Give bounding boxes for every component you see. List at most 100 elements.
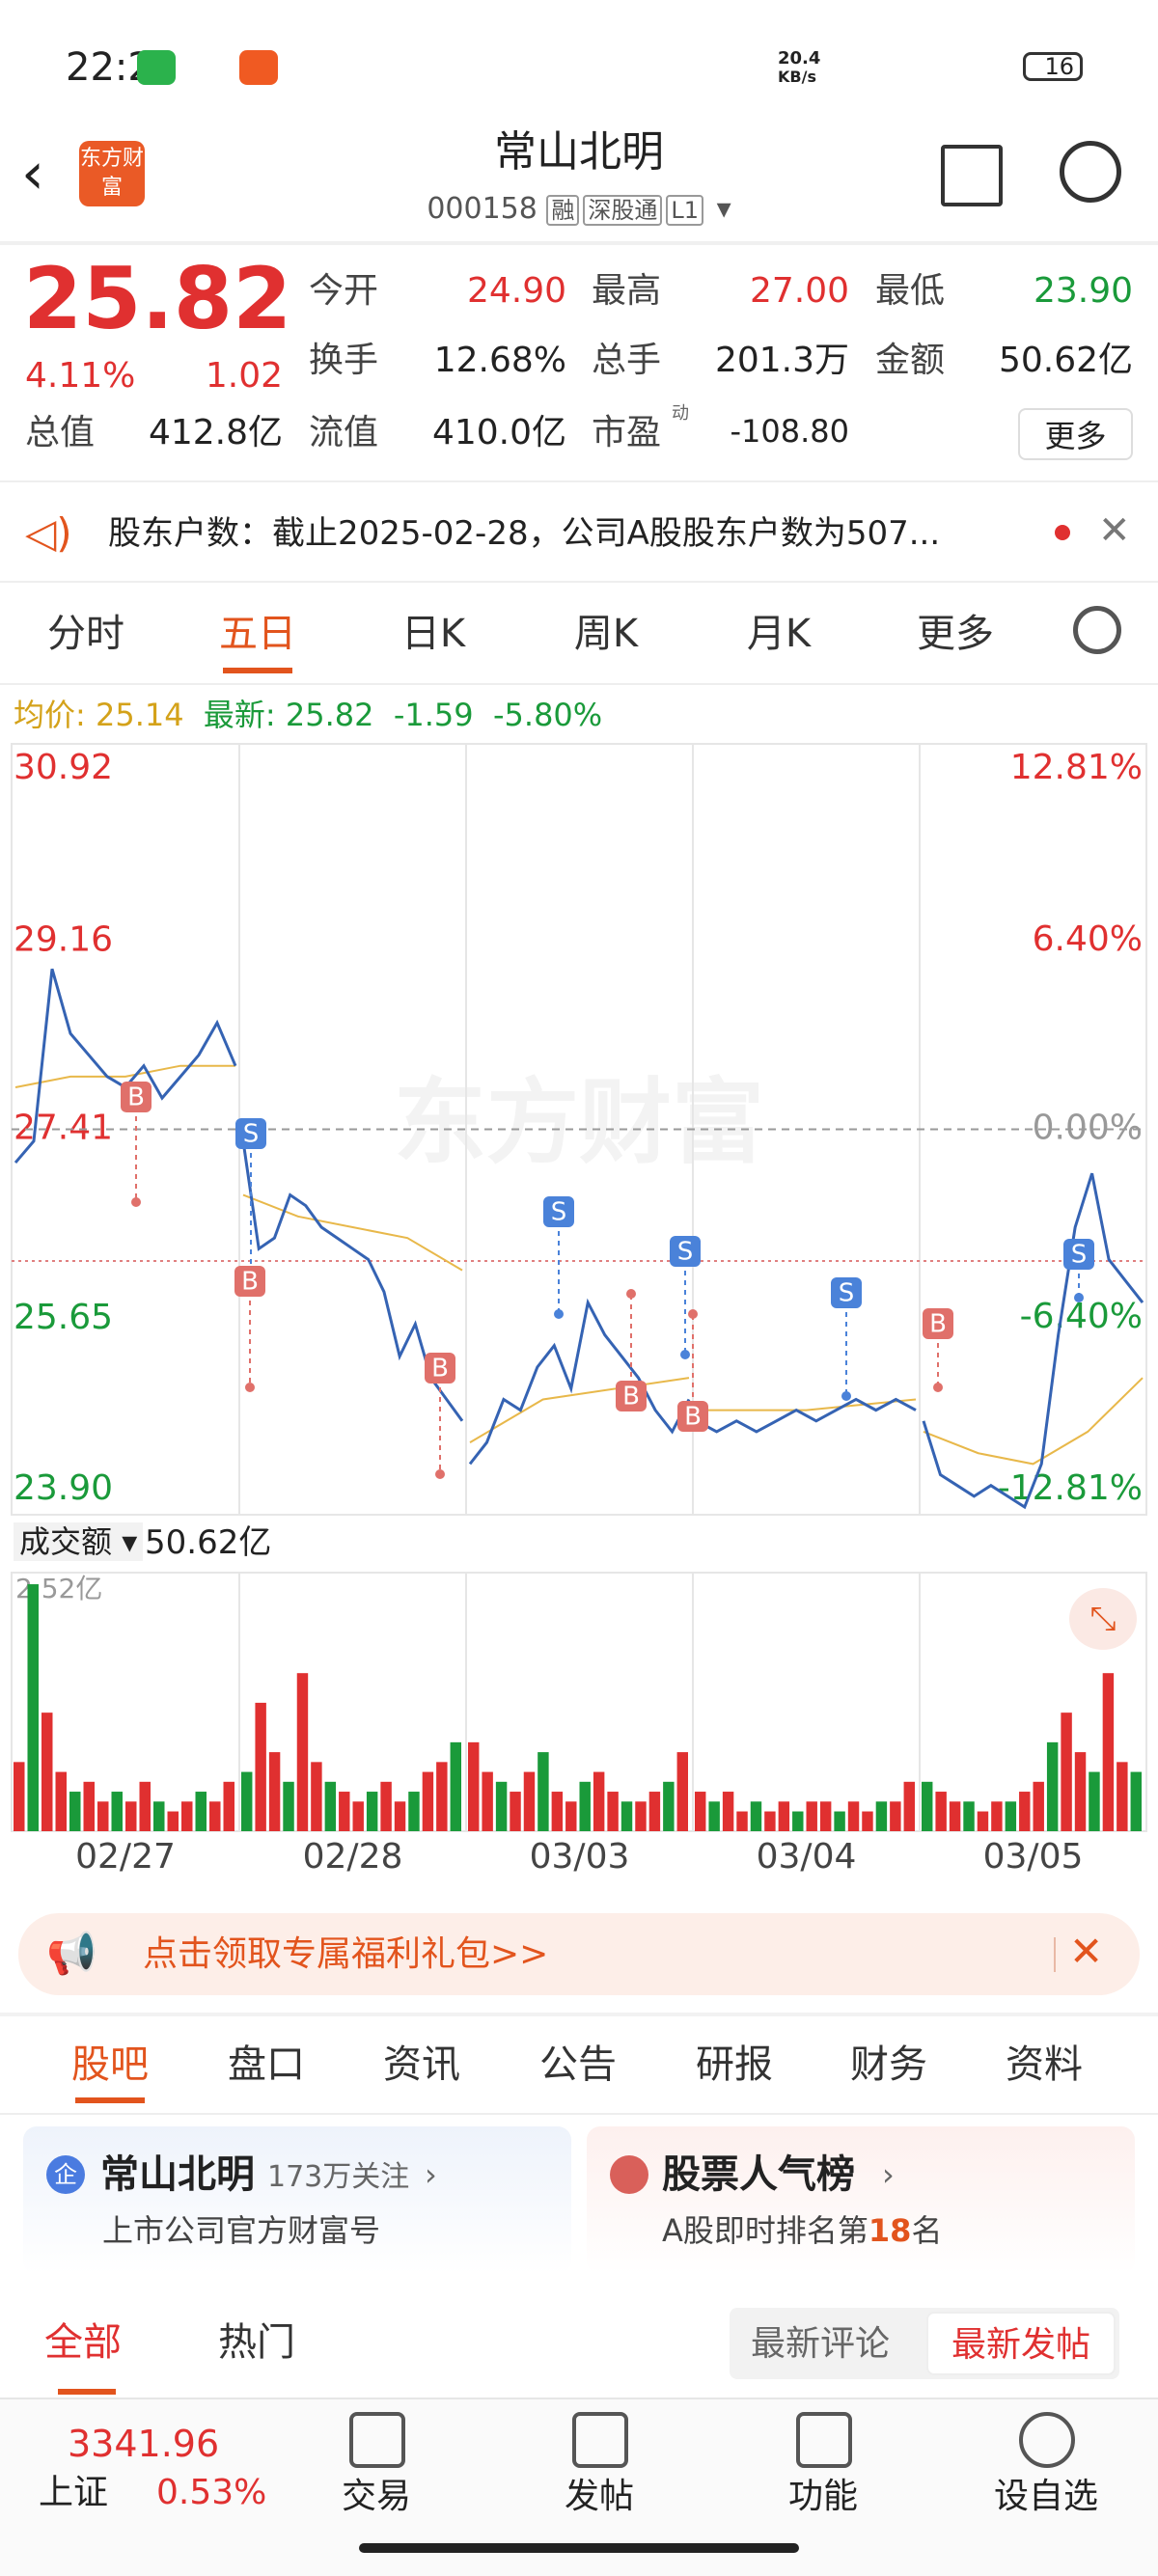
section-tab[interactable]: 股吧 <box>71 2042 149 2087</box>
bottom-icon <box>796 2412 852 2468</box>
sort-option[interactable]: 最新发帖 <box>926 2312 1116 2375</box>
volume-bar <box>422 1771 434 1831</box>
field-label: 总值 <box>25 413 96 452</box>
marker-dot <box>841 1391 851 1401</box>
volume-bar <box>283 1781 294 1831</box>
volume-bar <box>750 1801 762 1831</box>
card[interactable] <box>23 2126 571 2274</box>
volume-bar <box>167 1811 179 1831</box>
promo-banner[interactable] <box>18 1913 1140 1995</box>
volume-bar <box>482 1771 493 1831</box>
expand-button[interactable]: ⤡ <box>1069 1588 1137 1650</box>
section-tab[interactable]: 财务 <box>850 2042 927 2087</box>
marker-label: S <box>243 1120 260 1149</box>
y2-tick-label: -12.81% <box>998 1468 1143 1508</box>
bottom-item[interactable]: 交易 <box>341 2477 411 2516</box>
volume-bar <box>764 1811 776 1831</box>
tab[interactable]: 周K <box>573 612 639 656</box>
tab-underline <box>58 2389 116 2395</box>
card[interactable] <box>587 2126 1135 2274</box>
separator <box>1054 1937 1056 1972</box>
divider <box>0 241 1158 245</box>
volume-bar <box>83 1781 95 1831</box>
card-subtitle: 上市公司官方财富号 <box>102 2212 381 2249</box>
latest-value: 25.82 <box>285 697 374 733</box>
settings-button[interactable] <box>1073 606 1121 654</box>
volume-total: 50.62亿 <box>145 1523 272 1562</box>
volume-bar <box>1102 1673 1115 1831</box>
feed-tab[interactable]: 热门 <box>218 2320 295 2365</box>
volume-bar <box>111 1792 123 1831</box>
tab[interactable]: 分时 <box>47 612 124 656</box>
chevron: › <box>882 2156 895 2193</box>
feed-tab[interactable]: 全部 <box>44 2320 122 2365</box>
tag: 融 <box>546 195 580 226</box>
field-value: 12.68% <box>433 341 566 380</box>
section-tab[interactable]: 盘口 <box>228 2042 305 2087</box>
volume-bar <box>819 1801 832 1831</box>
volume-selector[interactable]: 成交额 ▾ <box>14 1522 144 1561</box>
net-speed: 20.4 <box>778 48 821 69</box>
card-subtitle: A股即时排名第18名 <box>662 2215 942 2246</box>
section-tab[interactable]: 资料 <box>1006 2042 1083 2087</box>
tab[interactable]: 更多 <box>917 612 994 656</box>
promo-text[interactable]: 点击领取专属福利礼包>> <box>143 1934 549 1974</box>
field-label: 市盈 <box>592 413 662 452</box>
volume-bar <box>778 1801 790 1831</box>
more-button[interactable]: 更多 <box>1018 408 1133 460</box>
volume-bar <box>296 1673 309 1831</box>
sort-option[interactable]: 最新评论 <box>751 2324 891 2364</box>
volume-bar <box>27 1584 39 1831</box>
tab-underline <box>75 2097 145 2103</box>
tag: 深股通 <box>583 195 663 226</box>
field-label: 流值 <box>309 413 379 452</box>
section-tab[interactable]: 资讯 <box>383 2042 460 2087</box>
marker-badge <box>670 1236 701 1267</box>
avg-line <box>469 1377 690 1443</box>
chart: 东方财富 30.92 29.16 27.41 25.65 23.90 12.81% 6.40%… <box>11 743 1147 1877</box>
marker-dot <box>688 1309 698 1319</box>
field-value: -108.80 <box>730 413 849 450</box>
volume-bar <box>935 1792 947 1831</box>
close-notice[interactable]: ✕ <box>1098 508 1131 553</box>
avg-line <box>697 1398 917 1411</box>
section-tab[interactable]: 研报 <box>696 2042 773 2087</box>
card-badge: 173万关注 <box>267 2160 410 2194</box>
app-icon <box>137 50 176 85</box>
marker-badge <box>923 1308 953 1339</box>
latest-change: -1.59 <box>393 697 474 733</box>
card-title: 股票人气榜 <box>662 2152 855 2197</box>
marker-badge <box>1063 1239 1094 1270</box>
index-value[interactable]: 3341.96 <box>68 2423 220 2465</box>
back-button[interactable]: ‹ <box>21 140 44 207</box>
search-button[interactable] <box>1060 141 1121 203</box>
bottom-icon <box>1019 2412 1075 2468</box>
change-pct: 4.11% <box>25 356 136 396</box>
change: 1.02 <box>205 356 283 396</box>
volume-bar <box>736 1811 748 1831</box>
volume-bar <box>311 1762 322 1831</box>
bottom-item[interactable]: 功能 <box>787 2477 858 2516</box>
notice[interactable]: 股东户数：截止2025-02-28，公司A股股东户数为507... <box>108 514 941 553</box>
volume-bar <box>922 1781 933 1831</box>
bottom-item[interactable]: 设自选 <box>993 2477 1098 2516</box>
volume-bar <box>593 1771 605 1831</box>
volume-bar <box>977 1811 989 1831</box>
volume-bar <box>324 1781 337 1831</box>
tab[interactable]: 月K <box>746 612 812 656</box>
volume-frame <box>11 1572 1147 1832</box>
share-button[interactable] <box>941 145 1003 206</box>
field-value: 412.8亿 <box>148 413 283 452</box>
tab[interactable]: 五日 <box>219 612 296 656</box>
close-promo[interactable]: ✕ <box>1069 1928 1104 1975</box>
battery-level: 16 <box>1044 53 1074 80</box>
tab-underline <box>223 668 292 673</box>
volume-bar <box>792 1811 804 1831</box>
price-line <box>922 1172 1144 1510</box>
tab[interactable]: 日K <box>400 612 466 656</box>
section-tab[interactable]: 公告 <box>539 2042 617 2087</box>
volume-bar <box>862 1811 873 1831</box>
bottom-item[interactable]: 发帖 <box>564 2477 634 2516</box>
volume-bar <box>366 1792 378 1831</box>
volume-bar <box>538 1752 549 1831</box>
